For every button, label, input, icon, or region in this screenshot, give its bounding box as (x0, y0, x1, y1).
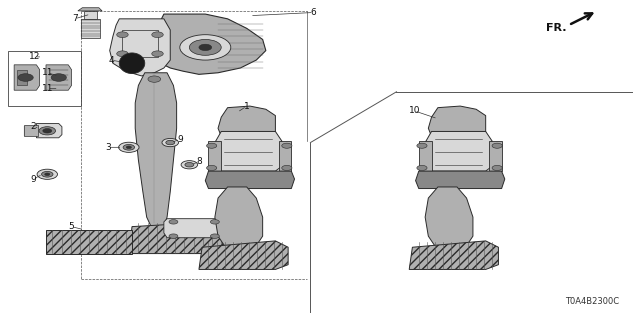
Polygon shape (419, 141, 431, 171)
Polygon shape (17, 69, 27, 85)
Polygon shape (425, 187, 473, 249)
Circle shape (37, 169, 58, 179)
Circle shape (282, 143, 292, 148)
Polygon shape (278, 141, 291, 171)
Circle shape (181, 161, 198, 169)
Circle shape (123, 144, 134, 150)
Text: 7: 7 (72, 14, 77, 23)
Text: 12: 12 (29, 52, 40, 61)
Text: 9: 9 (177, 135, 182, 144)
Polygon shape (205, 171, 294, 188)
Circle shape (185, 163, 194, 167)
Circle shape (42, 172, 53, 177)
Circle shape (199, 44, 212, 51)
Text: 6: 6 (311, 8, 317, 17)
Polygon shape (409, 241, 499, 269)
Circle shape (207, 143, 217, 148)
Circle shape (211, 234, 220, 238)
Circle shape (492, 143, 502, 148)
Polygon shape (84, 11, 97, 19)
Polygon shape (36, 124, 62, 138)
Polygon shape (428, 106, 486, 141)
Polygon shape (209, 141, 221, 171)
Polygon shape (212, 132, 285, 171)
Text: 2: 2 (31, 122, 36, 131)
Text: 8: 8 (196, 157, 202, 166)
Polygon shape (218, 106, 275, 141)
Polygon shape (157, 14, 266, 74)
Circle shape (39, 127, 56, 135)
Polygon shape (135, 73, 177, 227)
Polygon shape (14, 65, 40, 90)
Polygon shape (415, 171, 505, 188)
Polygon shape (129, 222, 228, 253)
Circle shape (282, 165, 292, 171)
Text: 11: 11 (42, 68, 53, 77)
Polygon shape (46, 230, 132, 253)
Ellipse shape (119, 53, 145, 74)
Circle shape (43, 129, 52, 133)
Polygon shape (199, 241, 288, 269)
Polygon shape (78, 8, 102, 11)
Circle shape (162, 139, 179, 147)
Circle shape (417, 143, 427, 148)
Text: FR.: FR. (545, 23, 566, 33)
Text: 1: 1 (244, 101, 250, 111)
Circle shape (207, 165, 217, 171)
Circle shape (180, 35, 231, 60)
Circle shape (116, 32, 128, 37)
Text: 4: 4 (108, 56, 114, 65)
Circle shape (417, 165, 427, 171)
Polygon shape (109, 19, 170, 76)
Text: 9: 9 (30, 174, 36, 184)
Polygon shape (422, 132, 495, 171)
Circle shape (152, 32, 163, 37)
Polygon shape (46, 65, 72, 90)
Circle shape (211, 220, 220, 224)
Polygon shape (164, 219, 225, 238)
Polygon shape (215, 187, 262, 249)
Text: 3: 3 (106, 143, 111, 152)
Circle shape (492, 165, 502, 171)
Circle shape (116, 51, 128, 57)
Text: 11: 11 (42, 84, 53, 93)
Circle shape (169, 220, 178, 224)
Circle shape (45, 173, 50, 176)
Circle shape (148, 76, 161, 82)
Polygon shape (489, 141, 502, 171)
Circle shape (152, 51, 163, 57)
Polygon shape (81, 19, 100, 38)
Text: 10: 10 (408, 106, 420, 115)
Circle shape (118, 142, 139, 152)
Polygon shape (24, 125, 38, 136)
Circle shape (51, 74, 67, 81)
Circle shape (126, 146, 131, 148)
Circle shape (189, 39, 221, 55)
Circle shape (18, 74, 33, 81)
Circle shape (166, 140, 175, 145)
Text: 5: 5 (68, 222, 74, 231)
Text: T0A4B2300C: T0A4B2300C (565, 297, 620, 306)
Circle shape (169, 234, 178, 238)
